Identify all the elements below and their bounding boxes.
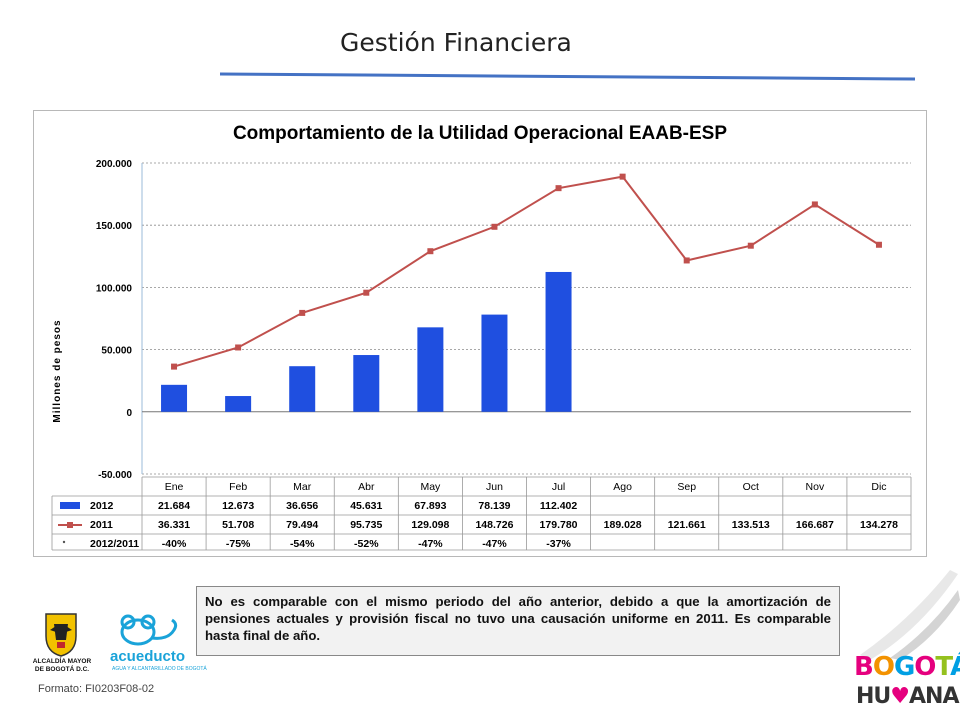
data-label: 112.402	[540, 500, 578, 512]
x-tick-label: Jul	[552, 481, 565, 493]
legend-label: 2012	[90, 500, 114, 512]
data-label: 133.513	[732, 519, 770, 531]
bar-2012	[481, 314, 508, 412]
data-label: 36.331	[158, 519, 190, 531]
point-2011	[555, 185, 562, 192]
alcaldia-text: ALCALDÍA MAYOR DE BOGOTÁ D.C.	[18, 658, 106, 674]
data-label: 166.687	[796, 519, 834, 531]
point-2011	[363, 289, 370, 296]
y-tick-label: 50.000	[101, 346, 132, 357]
chart-plot: 200.000 150.000 100.000 50.000 0 -50.000 Ene Fe…	[51, 159, 912, 551]
data-label: -37%	[546, 538, 571, 550]
bogota-logo-line1: BOGOTÁ	[854, 652, 960, 682]
line-2011	[173, 175, 880, 368]
acueducto-frog-icon	[120, 614, 178, 646]
data-label: 51.708	[222, 519, 254, 531]
legend-label: 2012/2011	[90, 538, 139, 550]
y-tick-label: 0	[126, 408, 132, 419]
data-label: 148.726	[475, 519, 513, 531]
bogota-logo-line2: HU♥ANA	[856, 684, 959, 709]
x-tick-label: Oct	[743, 481, 759, 493]
data-label: 21.684	[158, 500, 190, 512]
bar-2012	[289, 366, 316, 412]
footer-code: Formato: FI0203F08-02	[38, 683, 155, 695]
acueducto-subtitle: AGUA Y ALCANTARILLADO DE BOGOTÁ	[112, 666, 207, 672]
alcaldia-line1: ALCALDÍA MAYOR	[32, 658, 92, 665]
data-label: 12.673	[222, 500, 254, 512]
x-tick-label: Feb	[229, 481, 247, 493]
data-label: 36.656	[286, 500, 318, 512]
point-2011	[747, 242, 754, 249]
data-label: 67.893	[414, 500, 446, 512]
bar-2012	[161, 384, 188, 412]
x-tick-label: Mar	[293, 481, 312, 493]
bar-2012	[545, 271, 572, 412]
data-label: 134.278	[860, 519, 898, 531]
point-2011	[299, 309, 306, 316]
data-label: 45.631	[350, 500, 382, 512]
coat-of-arms-icon	[45, 613, 77, 657]
note-box: No es comparable con el mismo periodo de…	[196, 586, 840, 656]
point-2011	[171, 363, 178, 370]
y-tick-label: 100.000	[96, 283, 133, 294]
bar-2012	[353, 355, 380, 412]
data-label: -40%	[162, 538, 187, 550]
bar-2012	[417, 327, 444, 412]
data-label: 189.028	[604, 519, 642, 531]
point-2011	[683, 257, 690, 264]
acueducto-name: acueducto	[110, 648, 186, 665]
data-label: 129.098	[411, 519, 449, 531]
title-rule	[219, 72, 916, 81]
y-tick-label: 150.000	[96, 221, 133, 232]
data-label: 95.735	[350, 519, 382, 531]
data-label: -47%	[482, 538, 507, 550]
legend-key-2011-marker	[67, 522, 73, 528]
x-tick-label: Jun	[486, 481, 503, 493]
chart-title: Comportamiento de la Utilidad Operaciona…	[232, 123, 728, 144]
data-label: 78.139	[478, 500, 510, 512]
point-2011	[619, 173, 626, 180]
x-tick-label: May	[420, 481, 441, 493]
data-label: 179.780	[540, 519, 578, 531]
x-tick-label: Nov	[806, 481, 825, 493]
x-tick-label: Ene	[165, 481, 184, 493]
corner-swoosh	[860, 570, 960, 660]
slide-title: Gestión Financiera	[340, 28, 572, 57]
y-tick-label: 200.000	[96, 159, 133, 170]
point-2011	[427, 248, 434, 255]
x-tick-label: Abr	[358, 481, 375, 493]
point-2011	[811, 201, 818, 208]
data-label: 121.661	[668, 519, 706, 531]
x-tick-label: Dic	[871, 481, 886, 493]
point-2011	[491, 223, 498, 230]
alcaldia-logo	[30, 610, 92, 680]
point-2011	[875, 241, 882, 248]
y-tick-label: -50.000	[98, 470, 132, 481]
bar-2012	[225, 396, 252, 412]
data-label: 79.494	[286, 519, 318, 531]
legend-key-ratio	[62, 540, 66, 544]
point-2011	[235, 344, 242, 351]
data-label: -54%	[290, 538, 315, 550]
data-label: -52%	[354, 538, 379, 550]
legend-label: 2011	[90, 519, 113, 531]
legend-key-2012	[60, 502, 80, 509]
data-label: -47%	[418, 538, 443, 550]
alcaldia-line2: DE BOGOTÁ D.C.	[34, 666, 90, 673]
x-tick-label: Sep	[677, 481, 696, 493]
data-label: -75%	[226, 538, 251, 550]
x-tick-label: Ago	[613, 481, 632, 493]
chart-frame: Comportamiento de la Utilidad Operaciona…	[33, 110, 927, 557]
